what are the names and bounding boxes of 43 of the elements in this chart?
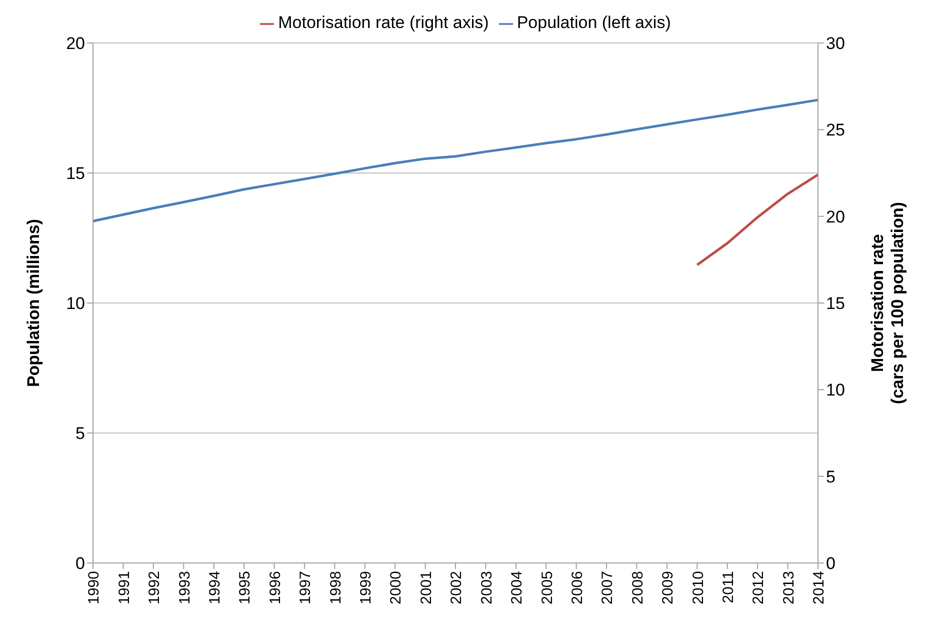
- y2-tick-label: 5: [826, 467, 836, 486]
- legend-label: Motorisation rate (right axis): [278, 13, 489, 32]
- x-tick-label: 1990: [86, 571, 103, 604]
- x-tick-label: 2012: [750, 571, 768, 604]
- x-tick-label: 1994: [206, 571, 224, 604]
- x-tick-label: 1996: [266, 571, 284, 604]
- y-tick-label: 10: [66, 294, 85, 314]
- y-tick-label: 15: [66, 164, 85, 184]
- y-axis-title: Population (millions): [24, 218, 44, 388]
- y2-tick-label: 10: [826, 380, 845, 400]
- x-tick-label: 2000: [388, 571, 405, 604]
- x-tick-label: 2003: [478, 571, 496, 604]
- y2-tick-label: 20: [826, 207, 845, 226]
- y-tick-label: 20: [66, 34, 85, 54]
- x-tick-label: 1997: [297, 571, 314, 604]
- x-tick-label: 2011: [720, 571, 738, 604]
- y2-axis-title: Motorisation rate (cars per 100 population): [868, 202, 907, 404]
- x-tick-label: 2013: [780, 571, 798, 604]
- x-tick-label: 2002: [448, 571, 466, 604]
- line-series: [696, 173, 820, 266]
- x-tick-label: 2014: [810, 571, 828, 604]
- y2-tick-label: 0: [826, 554, 836, 574]
- x-tick-label: 1993: [176, 571, 194, 604]
- y2-tick-label: 30: [826, 34, 845, 54]
- x-tick-label: 1995: [236, 571, 254, 604]
- x-tick-label: 2009: [660, 571, 677, 604]
- x-tick-label: 2008: [629, 571, 646, 604]
- x-tick-label: 2001: [418, 571, 435, 604]
- legend-label: Population (left axis): [516, 13, 671, 32]
- line-series: [92, 98, 820, 222]
- x-tick-label: 2007: [599, 571, 616, 604]
- x-tick-label: 2004: [508, 571, 526, 604]
- y-tick-label: 0: [76, 554, 85, 574]
- x-tick-label: 1991: [116, 571, 133, 604]
- y-tick-label: 5: [76, 424, 85, 444]
- x-tick-label: 1998: [327, 571, 344, 604]
- y2-tick-label: 15: [826, 294, 845, 314]
- x-tick-label: 1999: [358, 571, 375, 604]
- y2-tick-label: 25: [826, 120, 845, 140]
- x-tick-label: 2006: [568, 571, 586, 604]
- x-tick-label: 2005: [538, 571, 556, 604]
- x-tick-label: 1992: [146, 571, 164, 604]
- x-tick-label: 2010: [690, 571, 707, 604]
